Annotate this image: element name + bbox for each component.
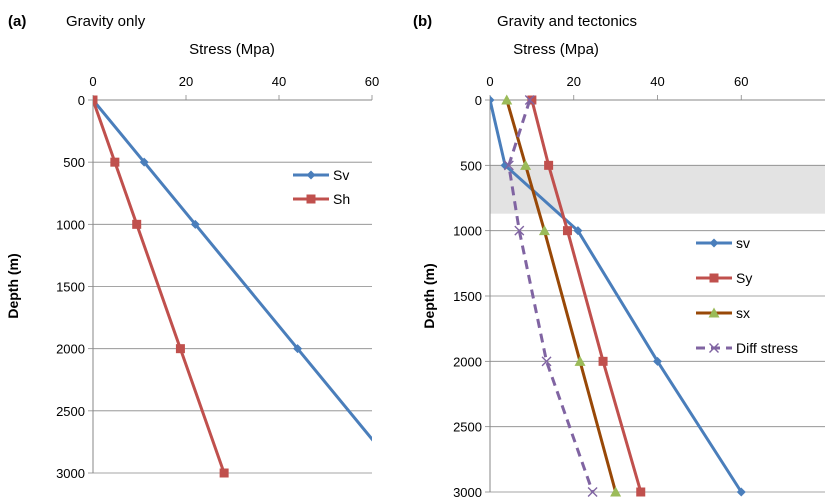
chart-a-y-tick-label: 500: [63, 155, 85, 170]
chart-b-series-sv-point: [653, 356, 662, 366]
chart-b-x-tick-label: 20: [567, 74, 581, 89]
chart-b-legend-diff-stress-marker: [709, 343, 719, 353]
chart-b-shaded-band: [490, 165, 825, 214]
chart-a-y-tick-label: 1500: [56, 280, 85, 295]
chart-a-series-sv-point: [139, 157, 149, 167]
chart-a-x-tick-label: 60: [365, 74, 379, 89]
chart-a-series-sv-point: [395, 469, 404, 478]
chart-b-series-sx-point: [520, 159, 532, 170]
chart-gravity-tectonics: 0 500 1000 1500 2000 2500 3000 0 20 40 60 Stress (M…: [421, 41, 825, 498]
chart-b-series-sx-point: [538, 225, 550, 236]
chart-b-legend-sx-marker: [708, 307, 720, 318]
chart-b-series-sv-point: [490, 95, 495, 105]
chart-b-plot-area: [490, 94, 746, 497]
chart-b-series-sy-point: [562, 226, 572, 236]
chart-b-x-axis-title: Stress (Mpa): [513, 41, 599, 58]
chart-b-series-sy-point: [636, 487, 646, 497]
chart-b-series-diff-stress-line: [507, 99, 595, 493]
chart-b-legend-sv-label: sv: [736, 235, 750, 251]
chart-b-series-sv: [490, 95, 746, 497]
chart-a-y-axis-title: Depth (m): [5, 253, 21, 318]
chart-a-series-sv: [93, 95, 404, 478]
chart-b-series-diff-stress-point: [587, 487, 598, 497]
panel-a-label: (a): [8, 13, 27, 30]
panel-b-label: (b): [413, 13, 433, 30]
chart-a-x-tick-label: 0: [89, 74, 96, 89]
chart-a-series-sh-point: [93, 95, 98, 105]
chart-b-series-sx-point: [574, 355, 586, 366]
chart-b-series-diff-stress-point: [524, 95, 535, 105]
chart-a-x-tick-label: 40: [272, 74, 286, 89]
chart-a-series-sh-point: [110, 157, 120, 167]
chart-a-y-tick-label: 3000: [56, 466, 85, 481]
chart-b-series-sv-point: [500, 160, 510, 170]
chart-b-series-sv-point: [736, 487, 746, 497]
chart-b-series-sx-point: [610, 486, 622, 497]
chart-b-legend-sy-label: Sy: [736, 270, 752, 286]
chart-b-series-sx: [501, 94, 622, 497]
chart-a-series-sv-point: [293, 344, 303, 354]
chart-a-legend-sv-label: Sv: [333, 167, 349, 183]
chart-b-series-sx-point: [501, 94, 513, 105]
chart-b-y-tick-label: 2000: [453, 354, 482, 369]
chart-b-legend-sv-marker: [709, 238, 719, 248]
panel-a-title: Gravity only: [66, 13, 146, 30]
chart-a-x-axis-title: Stress (Mpa): [189, 41, 275, 58]
chart-a-series-sh-point: [132, 219, 142, 229]
chart-b-series-sy-point: [598, 356, 608, 366]
chart-b-y-tick-label: 0: [475, 93, 482, 108]
chart-b-legend-sy-marker: [709, 273, 719, 283]
chart-b-series-sy-point: [544, 160, 554, 170]
chart-a-series-sh: [93, 95, 229, 478]
chart-a-legend-sh-marker: [306, 194, 316, 204]
chart-gravity-only: 0 500 1000 1500 2000 2500 3000 0 20 40 60 Stress (M…: [5, 41, 404, 481]
chart-a-y-tick-label: 1000: [56, 217, 85, 232]
chart-b-legend-sx-label: sx: [736, 305, 750, 321]
chart-b-y-tick-label: 500: [460, 158, 482, 173]
chart-b-series-diff-stress-point: [503, 160, 514, 171]
chart-b-series-diff-stress-point: [541, 356, 552, 367]
panel-b-title: Gravity and tectonics: [497, 13, 638, 30]
chart-b-y-tick-label: 1000: [453, 224, 482, 239]
chart-a-y-tick-label: 2000: [56, 342, 85, 357]
chart-b-series-sv-point: [573, 226, 583, 236]
chart-a-x-tick-label: 20: [179, 74, 193, 89]
chart-b-series-diff-stress-point: [514, 225, 525, 236]
chart-a-series-sv-point: [190, 219, 200, 229]
chart-a-series-sh-point: [219, 468, 229, 478]
chart-b-series-sy: [527, 95, 646, 497]
chart-b-legend-diff-stress-label: Diff stress: [736, 340, 798, 356]
chart-b-y-axis-title: Depth (m): [421, 263, 437, 328]
chart-a-plot-area: [93, 95, 404, 478]
chart-b-y-tick-label: 1500: [453, 289, 482, 304]
chart-a-legend-sv-marker: [306, 170, 316, 180]
chart-b-x-tick-label: 60: [734, 74, 748, 89]
chart-b-y-tick-label: 2500: [453, 420, 482, 435]
chart-b-x-tick-label: 40: [650, 74, 664, 89]
chart-b-x-tick-label: 0: [486, 74, 493, 89]
chart-b-series-diff-stress: [503, 95, 598, 497]
chart-a-y-tick-label: 2500: [56, 404, 85, 419]
chart-a-series-sh-point: [175, 344, 185, 354]
chart-b-y-tick-label: 3000: [453, 485, 482, 498]
chart-a-y-tick-label: 0: [78, 93, 85, 108]
chart-b-series-sy-point: [527, 95, 537, 105]
chart-a-legend-sh-label: Sh: [333, 191, 350, 207]
